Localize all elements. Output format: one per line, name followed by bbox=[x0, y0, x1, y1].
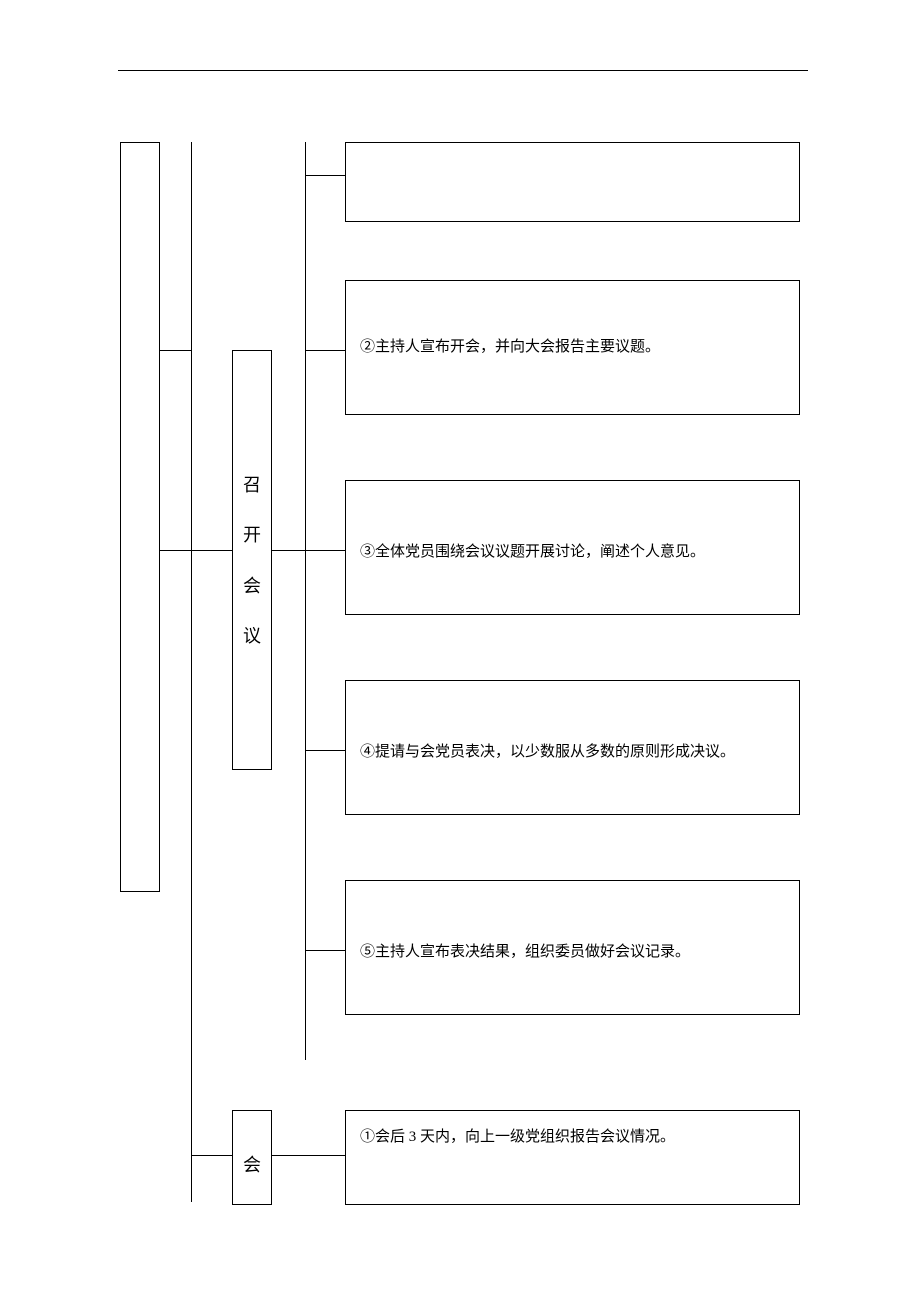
col1-to-phase-hline-a bbox=[160, 350, 191, 351]
step-conn-2 bbox=[305, 350, 345, 351]
trunk-vline bbox=[191, 142, 192, 1202]
trunk-to-meeting-hline bbox=[191, 550, 232, 551]
meeting-children-vline bbox=[305, 142, 306, 1060]
step-text-5: ⑤主持人宣布表决结果，组织委员做好会议记录。 bbox=[360, 940, 690, 961]
phase-post-label: 会 bbox=[242, 1140, 262, 1190]
meeting-to-children-hline bbox=[272, 550, 305, 551]
step-conn-1 bbox=[305, 175, 345, 176]
post-to-step-hline bbox=[272, 1155, 345, 1156]
step-box-1 bbox=[345, 142, 800, 222]
step-text-6: ①会后 3 天内，向上一级党组织报告会议情况。 bbox=[360, 1125, 675, 1146]
step-conn-5 bbox=[305, 950, 345, 951]
step-text-2: ②主持人宣布开会，并向大会报告主要议题。 bbox=[360, 335, 660, 356]
page-top-rule bbox=[118, 70, 808, 71]
trunk-to-post-hline bbox=[191, 1155, 232, 1156]
step-text-4: ④提请与会党员表决，以少数服从多数的原则形成决议。 bbox=[360, 740, 735, 761]
step-text-3: ③全体党员围绕会议议题开展讨论，阐述个人意见。 bbox=[360, 540, 705, 561]
phase-meeting-label: 召开会议 bbox=[242, 460, 262, 662]
step-conn-3 bbox=[305, 550, 345, 551]
phase-column-1-box bbox=[120, 142, 160, 892]
col1-to-phase-hline-b bbox=[160, 550, 191, 551]
step-conn-4 bbox=[305, 750, 345, 751]
